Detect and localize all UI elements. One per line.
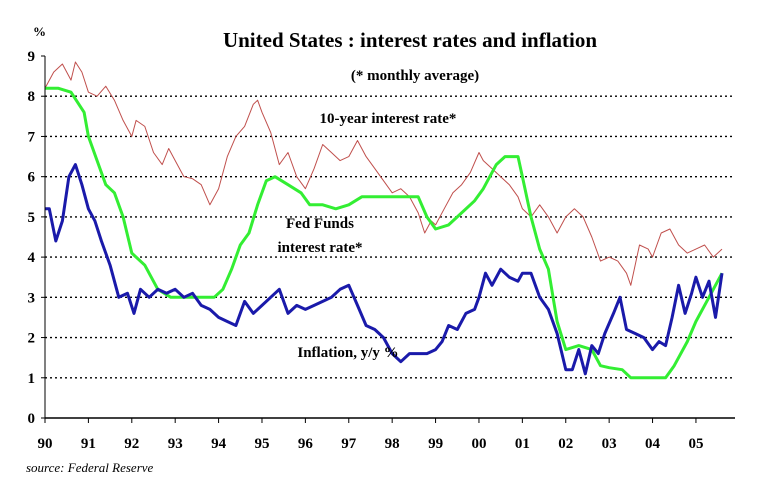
x-tick-label-05: 05 (688, 436, 703, 452)
monthly-average-note: (* monthly average) (351, 68, 479, 84)
y-tick-labels: 0 1 2 3 4 5 6 7 8 9 (28, 49, 36, 427)
x-tick-label-99: 99 (428, 436, 443, 452)
y-tick-label-3: 3 (28, 290, 36, 306)
x-tick-label-94: 94 (211, 436, 227, 452)
x-tick-label-92: 92 (124, 436, 139, 452)
y-tick-label-7: 7 (28, 129, 36, 145)
x-tick-label-95: 95 (254, 436, 269, 452)
x-tick-label-03: 03 (602, 436, 617, 452)
y-tick-label-9: 9 (28, 49, 36, 65)
fed-funds-label-line2: interest rate* (277, 240, 362, 256)
source-note: source: Federal Reserve (26, 460, 154, 475)
series-lines (44, 61, 724, 380)
inflation-label: Inflation, y/y % (297, 345, 398, 361)
x-tick-label-02: 02 (558, 436, 573, 452)
y-tick-label-5: 5 (28, 210, 36, 226)
x-tick-label-00: 00 (471, 436, 486, 452)
gridlines (45, 95, 735, 379)
y-tick-label-8: 8 (28, 89, 36, 105)
x-tick-label-97: 97 (341, 436, 357, 452)
x-tick-label-96: 96 (298, 436, 314, 452)
y-axis-unit: % (33, 24, 46, 39)
x-tick-labels: 90 91 92 93 94 95 96 97 98 99 00 01 02 03 04 05 (38, 436, 704, 452)
x-tick-label-91: 91 (81, 436, 96, 452)
x-tick-label-98: 98 (385, 436, 400, 452)
y-tick-label-2: 2 (28, 331, 36, 347)
fed-funds-label-line1: Fed Funds (286, 216, 354, 232)
y-tick-label-6: 6 (28, 170, 36, 186)
series-line-ten-year (44, 61, 723, 286)
series-line-fed-funds (45, 86, 724, 380)
y-tick-label-0: 0 (28, 411, 36, 427)
x-tick-label-04: 04 (645, 436, 661, 452)
ten-year-rate-label: 10-year interest rate* (320, 111, 457, 127)
chart-title: United States : interest rates and infla… (223, 28, 597, 52)
x-tick-label-01: 01 (515, 436, 530, 452)
y-tick-label-1: 1 (28, 371, 36, 387)
series-line-inflation (45, 163, 724, 376)
x-tick-label-93: 93 (168, 436, 183, 452)
y-tick-label-4: 4 (28, 250, 36, 266)
axes (41, 55, 735, 423)
x-tick-label-90: 90 (38, 436, 53, 452)
